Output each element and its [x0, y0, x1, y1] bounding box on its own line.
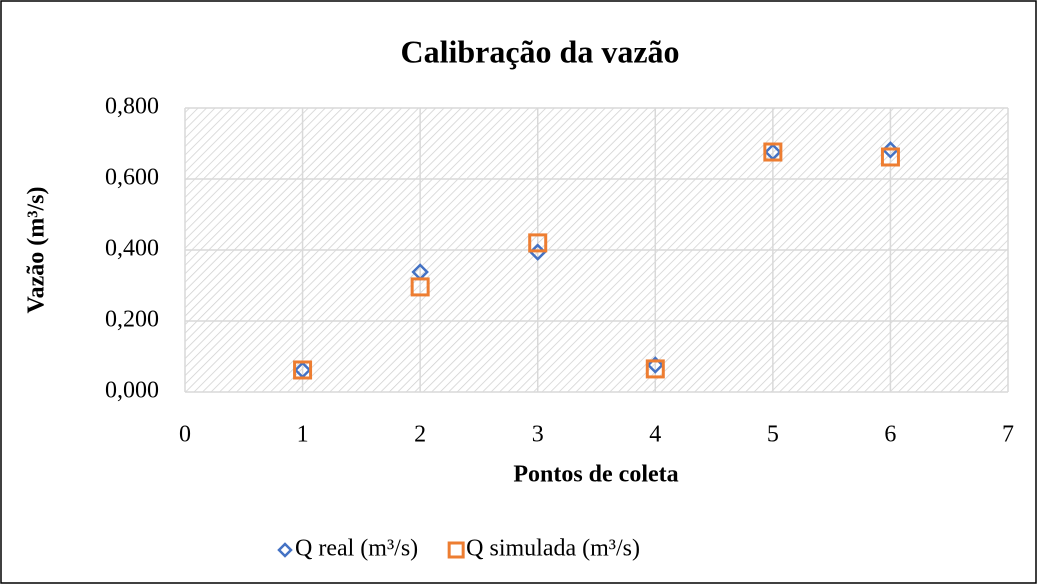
legend-marker [277, 542, 293, 558]
legend-label: Q real (m³/s) [295, 536, 418, 562]
square-marker [645, 359, 665, 379]
x-tick-label: 2 [414, 422, 426, 448]
y-tick-label: 0,000 [105, 378, 159, 404]
y-tick-label: 0,200 [105, 307, 159, 333]
x-tick-label: 1 [297, 422, 309, 448]
x-tick-label: 4 [649, 422, 661, 448]
x-tick-label: 0 [179, 422, 191, 448]
y-tick-label: 0,400 [105, 236, 159, 262]
square-marker [410, 277, 430, 297]
chart-title: Calibração da vazão [400, 33, 679, 69]
y-tick-label: 0,800 [105, 94, 159, 120]
legend-label: Q simulada (m³/s) [466, 536, 640, 562]
y-tick-label: 0,600 [105, 165, 159, 191]
x-tick-label: 5 [767, 422, 779, 448]
x-axis-label: Pontos de coleta [513, 462, 678, 488]
square-marker [763, 142, 783, 162]
square-marker [293, 360, 313, 380]
square-marker [528, 233, 548, 253]
y-axis-label: Vazão (m³/s) [24, 187, 50, 314]
square-marker [880, 147, 900, 167]
diamond-marker [646, 356, 665, 374]
x-tick-label: 6 [884, 422, 896, 448]
x-tick-label: 7 [1002, 422, 1014, 448]
legend-marker [447, 541, 465, 559]
x-tick-label: 3 [532, 422, 544, 448]
